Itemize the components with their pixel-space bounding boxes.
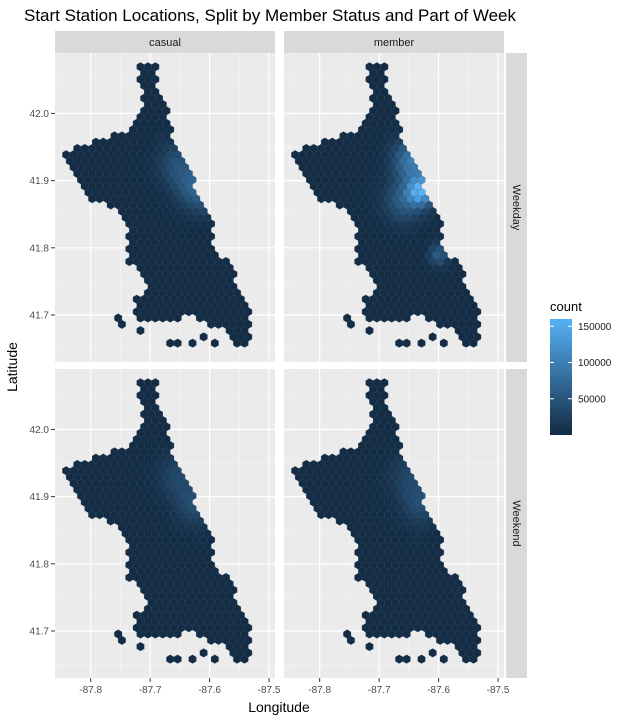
hex-cell (428, 648, 437, 658)
legend: count 50000 100000 150000 (550, 299, 612, 435)
y-tick-label: 42.0 (30, 109, 50, 120)
y-tick-label: 41.9 (30, 176, 50, 187)
facet-panels: casual member Weekday Weekend (55, 31, 527, 678)
hex-cell (222, 256, 230, 267)
y-tick-label: 41.8 (30, 243, 50, 254)
facet-strip-label: casual (149, 37, 181, 49)
x-tick-label: -87.6 (427, 685, 450, 696)
hex-cell (210, 338, 219, 348)
hex-cell (417, 654, 426, 664)
x-tick-label: -87.8 (308, 685, 331, 696)
hex-cell (151, 62, 160, 72)
hex-cell (114, 629, 123, 639)
hex-cell (188, 338, 197, 348)
hex-cell (402, 338, 411, 348)
hex-cell (451, 256, 459, 267)
facet-strip-weekday (506, 53, 527, 362)
legend-title: count (550, 299, 582, 314)
facet-strip-weekend (506, 369, 527, 678)
hex-cell (417, 338, 426, 348)
hex-cell (365, 326, 374, 336)
hex-cell (380, 62, 389, 72)
hex-cells (62, 378, 253, 664)
hex-cell (173, 654, 182, 664)
hex-cells (291, 62, 482, 348)
y-tick-label: 41.7 (30, 310, 50, 321)
chart-title: Start Station Locations, Split by Member… (24, 6, 516, 25)
hex-cell (199, 648, 208, 658)
hex-cell (173, 338, 182, 348)
panel-casual-weekend (55, 369, 275, 678)
hex-cell (222, 572, 230, 583)
hex-cell (199, 332, 208, 342)
hex-cell (402, 654, 411, 664)
hex-cell (439, 654, 448, 664)
hex-cell (439, 338, 448, 348)
hex-cell (210, 654, 219, 664)
y-tick-label: 41.9 (30, 492, 50, 503)
facet-strip-label: Weekend (510, 500, 522, 546)
legend-label: 150000 (578, 322, 612, 333)
x-tick-label: -87.5 (487, 685, 510, 696)
facet-strip-label: Weekday (510, 185, 522, 231)
hex-cell (136, 326, 145, 336)
y-tick-label: 41.8 (30, 559, 50, 570)
panel-member-weekend (284, 369, 504, 678)
hex-cell (136, 642, 145, 652)
hex-cell (428, 332, 437, 342)
hex-cell (151, 378, 160, 388)
x-axis-title: Longitude (248, 699, 310, 715)
hex-cell (343, 629, 352, 639)
x-tick-label: -87.6 (198, 685, 221, 696)
facet-strip-label: member (374, 37, 415, 49)
hex-cells (62, 62, 253, 348)
legend-colorbar (550, 319, 572, 435)
panel-member-weekday (284, 53, 504, 362)
hex-cell (343, 313, 352, 323)
y-axis-title: Latitude (4, 342, 20, 392)
axes: -87.8 -87.7 -87.6 -87.5 -87.8 -87.7 -87.6 -87.5… (30, 109, 510, 696)
x-tick-label: -87.5 (258, 685, 281, 696)
hex-cells (291, 378, 482, 664)
hex-cell (451, 572, 459, 583)
x-tick-label: -87.7 (139, 685, 162, 696)
hex-cell (380, 378, 389, 388)
legend-label: 100000 (578, 358, 612, 369)
y-tick-label: 42.0 (30, 425, 50, 436)
legend-label: 50000 (578, 394, 606, 405)
facet-strip-member (284, 31, 504, 53)
x-tick-label: -87.8 (79, 685, 102, 696)
hex-cell (365, 642, 374, 652)
facet-strip-casual (55, 31, 275, 53)
hex-cell (188, 654, 197, 664)
x-tick-label: -87.7 (368, 685, 391, 696)
hex-cell (114, 313, 123, 323)
panel-casual-weekday (55, 53, 275, 362)
y-tick-label: 41.7 (30, 626, 50, 637)
